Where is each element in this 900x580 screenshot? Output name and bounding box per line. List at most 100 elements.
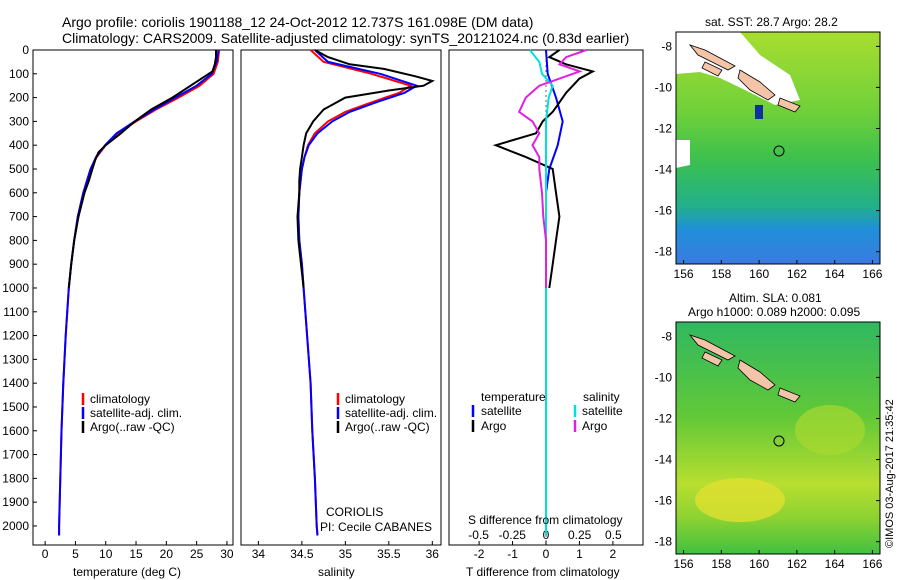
x-tick-label: 0 [42, 547, 49, 561]
island-shape [688, 44, 736, 71]
sla-high-anomaly [695, 478, 785, 522]
depth-tick-label: 1300 [2, 352, 29, 366]
sla-longitude-ticks: 156 158 160 162 164 166 [674, 550, 883, 571]
lon-tick-label: 164 [825, 267, 845, 281]
legend-satellite-label: satellite-adj. clim. [90, 406, 182, 420]
depth-tick-label: 400 [9, 138, 29, 152]
t-tick-label: 0 [543, 547, 550, 561]
x-tick-label: 30 [220, 547, 234, 561]
t-tick-label: 2 [610, 547, 617, 561]
series-line-satellite-adj-clim- [58, 49, 220, 536]
temperature-xlabel: temperature (deg C) [73, 565, 181, 579]
t-tick-label: -2 [474, 547, 485, 561]
sst-longitude-ticks: 156 158 160 162 164 166 [674, 260, 883, 281]
legend-argo-label: Argo(..raw -QC) [345, 420, 430, 434]
institution-label: CORIOLIS [326, 505, 383, 519]
legend-temperature-heading: temperature [481, 390, 546, 404]
depth-tick-label: 1500 [2, 400, 29, 414]
sla-map-frame [675, 321, 881, 555]
difference-panel: -0.5 -0.25 0 0.25 0.5 -2 -1 0 1 2 S difference f… [448, 49, 644, 579]
sst-map-title: sat. SST: 28.7 Argo: 28.2 [705, 15, 838, 29]
lat-tick-label: -16 [655, 204, 673, 218]
x-tick-label: 15 [129, 547, 143, 561]
sla-map-subtitle: Argo h1000: 0.089 h2000: 0.095 [688, 305, 860, 319]
series-line-argo-raw-qc- [67, 50, 217, 289]
series-line-argo-raw-qc- [296, 49, 435, 289]
lon-tick-label: 160 [749, 557, 769, 571]
salinity-panel: 34 34.5 35 35.5 36 salinity climatology sate… [240, 49, 442, 579]
depth-tick-label: 1000 [2, 281, 29, 295]
lon-tick-label: 156 [674, 557, 694, 571]
t-tick-label: -1 [507, 547, 518, 561]
lat-tick-label: -14 [655, 453, 673, 467]
depth-tick-label: 800 [9, 233, 29, 247]
x-tick-label: 5 [72, 547, 79, 561]
depth-tick-label: 900 [9, 257, 29, 271]
depth-tick-label: 1200 [2, 329, 29, 343]
argo-position-marker [773, 145, 785, 157]
x-tick-label: 10 [99, 547, 113, 561]
x-tick-label: 25 [190, 547, 204, 561]
legend-argo-label: Argo(..raw -QC) [90, 420, 175, 434]
x-tick-label: 36 [426, 547, 440, 561]
sst-cloud-mask [676, 140, 690, 168]
s-tick-label: 0.25 [568, 528, 592, 542]
lon-tick-label: 166 [862, 267, 882, 281]
lon-tick-label: 162 [787, 267, 807, 281]
sla-map-panel: Altim. SLA: 0.081 Argo h1000: 0.089 h200… [655, 291, 883, 571]
sla-anomaly [795, 405, 865, 455]
t-tick-label: 1 [576, 547, 583, 561]
difference-series [492, 49, 596, 536]
lat-tick-label: -12 [655, 411, 673, 425]
sla-latitude-ticks: -8 -10 -12 -14 -16 -18 [655, 329, 880, 549]
argo-position-marker [773, 435, 785, 447]
temperature-series [58, 49, 221, 536]
temperature-axes-box [32, 49, 234, 546]
lat-tick-label: -16 [655, 494, 673, 508]
legend-climatology-label: climatology [90, 392, 150, 406]
series-line-temperature-argo [492, 49, 596, 289]
island-shape [701, 351, 723, 367]
series-line-salinity-argo [517, 49, 587, 288]
depth-tick-label: 700 [9, 210, 29, 224]
legend-sal-satellite-label: satellite [582, 404, 623, 418]
depth-tick-label: 1100 [3, 305, 29, 319]
depth-tick-label: 500 [9, 162, 29, 176]
lat-tick-label: -10 [655, 80, 673, 94]
legend-sal-argo-label: Argo [582, 419, 608, 433]
lat-tick-label: -8 [661, 39, 672, 53]
legend-climatology-label: climatology [345, 392, 405, 406]
depth-tick-label: 1800 [2, 471, 29, 485]
sst-map-frame [675, 31, 881, 265]
sst-cold-patch [755, 105, 763, 119]
lon-tick-label: 166 [862, 557, 882, 571]
lat-tick-label: -14 [655, 163, 673, 177]
salinity-xlabel: salinity [318, 565, 355, 579]
lat-tick-label: -10 [655, 370, 673, 384]
temperature-panel: 0100200300400500600700800900100011001200… [2, 43, 234, 579]
salinity-x-ticks: 34 34.5 35 35.5 36 [252, 541, 440, 561]
plot-title-line2: Climatology: CARS2009. Satellite-adjuste… [62, 30, 630, 46]
lat-tick-label: -18 [655, 535, 673, 549]
depth-tick-label: 0 [22, 43, 29, 57]
island-shape [688, 334, 736, 361]
s-difference-xlabel: S difference from climatology [468, 513, 623, 527]
x-tick-label: 35.5 [377, 547, 401, 561]
lat-tick-label: -12 [655, 121, 673, 135]
lon-tick-label: 160 [749, 267, 769, 281]
sla-map-title: Altim. SLA: 0.081 [729, 291, 822, 305]
imos-credit: ©IMOS 03-Aug-2017 21:35:42 [884, 399, 896, 548]
island-shape [737, 69, 776, 101]
depth-tick-label: 2000 [2, 519, 29, 533]
island-shape [777, 97, 801, 113]
island-shape [701, 61, 723, 77]
lon-tick-label: 158 [711, 557, 731, 571]
depth-tick-label: 1600 [2, 424, 29, 438]
sst-cloud-mask [676, 32, 800, 105]
s-tick-label: 0.5 [605, 528, 622, 542]
s-tick-label: -0.25 [499, 528, 527, 542]
depth-tick-label: 200 [9, 91, 29, 105]
legend-temp-argo-label: Argo [481, 419, 507, 433]
temperature-x-ticks: 0 5 10 15 20 25 30 [42, 541, 234, 561]
